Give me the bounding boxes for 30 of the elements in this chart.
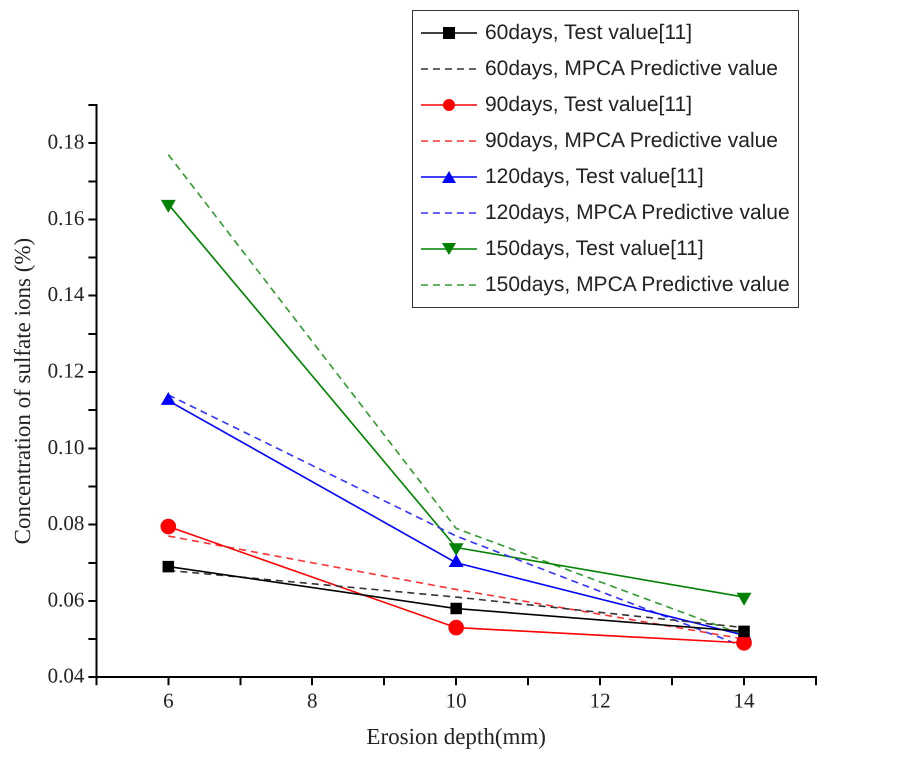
y-tick-label: 0.04 [48, 664, 85, 688]
point [736, 635, 752, 651]
x-tick-label: 12 [590, 688, 611, 712]
x-tick-label: 8 [306, 688, 318, 712]
y-tick-label: 0.14 [48, 282, 85, 306]
legend-label: 150days, Test value[11] [485, 237, 704, 261]
point [448, 620, 464, 636]
legend-label: 120days, MPCA Predictive value [485, 201, 790, 225]
point [450, 602, 462, 614]
legend-label: 120days, Test value[11] [485, 165, 704, 189]
point [738, 626, 750, 638]
y-tick-label: 0.12 [48, 358, 84, 383]
x-tick-label: 10 [446, 688, 467, 712]
point [160, 518, 176, 534]
y-tick-label: 0.16 [48, 206, 84, 230]
y-axis-title: Concentration of sulfate ions (%) [10, 238, 35, 544]
legend-label: 60days, Test value[11] [485, 21, 692, 45]
y-tick-label: 0.10 [48, 434, 84, 459]
legend-label: 90days, Test value[11] [485, 93, 692, 117]
y-tick-label: 0.08 [48, 511, 84, 536]
x-tick-label: 6 [163, 688, 174, 712]
x-tick-label: 14 [734, 688, 756, 712]
legend-label: 90days, MPCA Predictive value [485, 129, 778, 153]
y-tick-label: 0.18 [48, 130, 84, 154]
x-axis-title: Erosion depth(mm) [366, 724, 546, 750]
y-tick-label: 0.06 [48, 587, 84, 612]
legend-label: 60days, MPCA Predictive value [485, 57, 778, 81]
point [162, 560, 174, 572]
point [161, 200, 176, 212]
legend-label: 150days, MPCA Predictive value [485, 273, 790, 297]
